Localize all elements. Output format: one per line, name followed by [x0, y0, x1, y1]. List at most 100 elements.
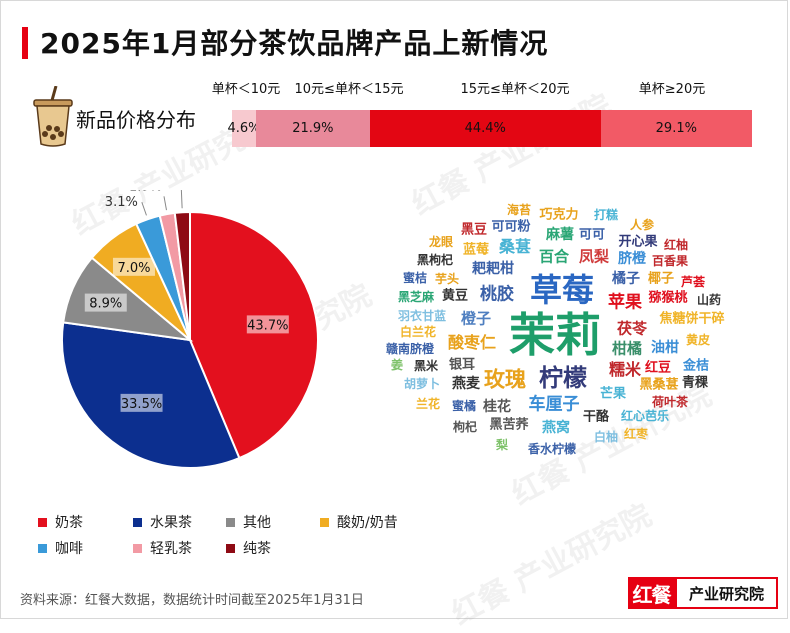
word-cloud-term: 干酪 — [583, 411, 609, 424]
price-range-header: 15元≤单杯＜20元 — [461, 78, 570, 97]
price-range-header: 10元≤单杯＜15元 — [295, 78, 404, 97]
word-cloud-term: 茯苓 — [617, 322, 647, 337]
word-cloud-term: 燕窝 — [542, 421, 570, 435]
price-range-header: 单杯＜10元 — [212, 78, 281, 97]
word-cloud-term: 人参 — [630, 219, 654, 231]
pie-svg: 43.7%33.5%8.9%7.0%3.1%1.9%1.9% — [20, 190, 400, 500]
word-cloud-term: 兰花 — [416, 398, 440, 410]
word-cloud-term: 蓝莓 — [463, 244, 489, 257]
legend-item: 其他 — [226, 512, 271, 532]
word-cloud-term: 桂花 — [483, 400, 511, 414]
word-cloud-term: 蜜橘 — [452, 400, 476, 412]
word-cloud-term: 红枣 — [624, 428, 648, 440]
word-cloud-term: 凤梨 — [579, 250, 609, 265]
word-cloud-term: 银耳 — [449, 359, 475, 372]
word-cloud-term: 黑苦荞 — [489, 419, 528, 432]
word-cloud-term: 羽衣甘蓝 — [398, 310, 446, 322]
word-cloud-term: 龙眼 — [429, 236, 453, 248]
word-cloud-term: 车厘子 — [529, 397, 580, 414]
legend-item: 水果茶 — [133, 512, 192, 532]
pie-data-label: 3.1% — [105, 195, 138, 210]
word-cloud-term: 椰子 — [648, 273, 674, 286]
word-cloud-term: 芋头 — [435, 273, 459, 285]
legend-swatch — [226, 544, 235, 553]
word-cloud-term: 茉莉 — [509, 312, 601, 358]
legend-item: 酸奶/奶昔 — [320, 512, 398, 532]
word-cloud-term: 芦荟 — [681, 276, 705, 288]
word-cloud-term: 桃胶 — [480, 287, 514, 304]
word-cloud-term: 脐橙 — [618, 252, 646, 266]
word-cloud-term: 苹果 — [608, 295, 642, 312]
word-cloud-term: 黑豆 — [461, 224, 487, 237]
word-cloud-term: 山药 — [697, 294, 721, 306]
word-cloud-term: 酸枣仁 — [448, 335, 496, 351]
word-cloud-term: 猕猴桃 — [648, 292, 687, 305]
price-segment: 21.9% — [256, 110, 370, 147]
ingredient-word-cloud: 茉莉草莓柠檬玫瑰桃胶苹果车厘子糯米酸枣仁桑葚百合凤梨橙子柑橘茯苓油柑燕麦桂花燕窝… — [370, 195, 770, 470]
page-title: 2025年1月部分茶饮品牌产品上新情况 — [40, 22, 548, 62]
pie-leader-line — [142, 202, 147, 215]
pie-leader-line — [181, 190, 185, 208]
category-pie-chart: 43.7%33.5%8.9%7.0%3.1%1.9%1.9% — [20, 190, 400, 500]
brand-logo: 红餐 产业研究院 — [628, 577, 778, 609]
word-cloud-term: 糯米 — [609, 362, 641, 378]
legend-item: 纯茶 — [226, 538, 271, 558]
bubble-tea-icon — [32, 86, 74, 148]
price-section-label: 新品价格分布 — [76, 104, 196, 133]
legend-label: 奶茶 — [55, 512, 83, 532]
word-cloud-term: 枸杞 — [453, 421, 477, 433]
word-cloud-term: 黄豆 — [442, 290, 468, 303]
word-cloud-term: 蜜桔 — [403, 272, 427, 284]
word-cloud-term: 耙耙柑 — [472, 262, 514, 276]
pie-data-label: 43.7% — [247, 318, 288, 333]
word-cloud-term: 橘子 — [612, 272, 640, 286]
word-cloud-term: 白柚 — [594, 431, 618, 443]
legend-label: 轻乳茶 — [150, 538, 192, 558]
word-cloud-term: 黄皮 — [686, 334, 710, 346]
logo-text: 产业研究院 — [675, 577, 778, 609]
word-cloud-term: 黑桑葚 — [639, 379, 678, 392]
legend-swatch — [38, 518, 47, 527]
word-cloud-term: 百香果 — [652, 255, 688, 267]
legend-swatch — [226, 518, 235, 527]
price-segment: 29.1% — [601, 110, 752, 147]
word-cloud-term: 红豆 — [645, 362, 671, 375]
legend-swatch — [38, 544, 47, 553]
pie-data-label: 33.5% — [121, 397, 162, 412]
word-cloud-term: 芒果 — [600, 388, 626, 401]
word-cloud-term: 百合 — [539, 250, 569, 265]
word-cloud-term: 开心果 — [618, 236, 657, 249]
word-cloud-term: 油柑 — [651, 341, 679, 355]
word-cloud-term: 荷叶茶 — [652, 396, 688, 408]
legend-swatch — [133, 518, 142, 527]
pie-leader-line — [164, 196, 166, 210]
word-cloud-term: 金桔 — [683, 360, 709, 373]
legend-label: 酸奶/奶昔 — [337, 512, 398, 532]
legend-label: 纯茶 — [243, 538, 271, 558]
word-cloud-term: 梨 — [496, 439, 508, 451]
word-cloud-term: 赣南脐橙 — [386, 343, 434, 355]
legend-swatch — [133, 544, 142, 553]
legend-label: 其他 — [243, 512, 271, 532]
legend-label: 咖啡 — [55, 538, 83, 558]
word-cloud-term: 黑米 — [414, 360, 438, 372]
logo-mark: 红餐 — [628, 577, 675, 609]
price-range-header: 单杯≥20元 — [639, 78, 705, 97]
price-distribution-bar: 4.6%21.9%44.4%29.1% — [232, 110, 752, 147]
word-cloud-term: 打糕 — [594, 209, 618, 221]
legend-item: 轻乳茶 — [133, 538, 192, 558]
word-cloud-term: 草莓 — [530, 274, 594, 306]
word-cloud-term: 胡萝卜 — [404, 378, 440, 390]
word-cloud-term: 黑芝麻 — [398, 291, 434, 303]
word-cloud-term: 可可粉 — [491, 221, 530, 234]
price-segment: 44.4% — [370, 110, 601, 147]
pie-data-label: 7.0% — [117, 261, 150, 276]
word-cloud-term: 玫瑰 — [484, 370, 526, 391]
legend-item: 咖啡 — [38, 538, 83, 558]
pie-data-label: 8.9% — [89, 297, 122, 312]
word-cloud-term: 香水柠檬 — [528, 443, 576, 455]
word-cloud-term: 姜 — [391, 359, 403, 371]
word-cloud-term: 可可 — [579, 229, 605, 242]
title-accent-bar — [22, 27, 28, 59]
word-cloud-term: 麻薯 — [546, 228, 574, 242]
